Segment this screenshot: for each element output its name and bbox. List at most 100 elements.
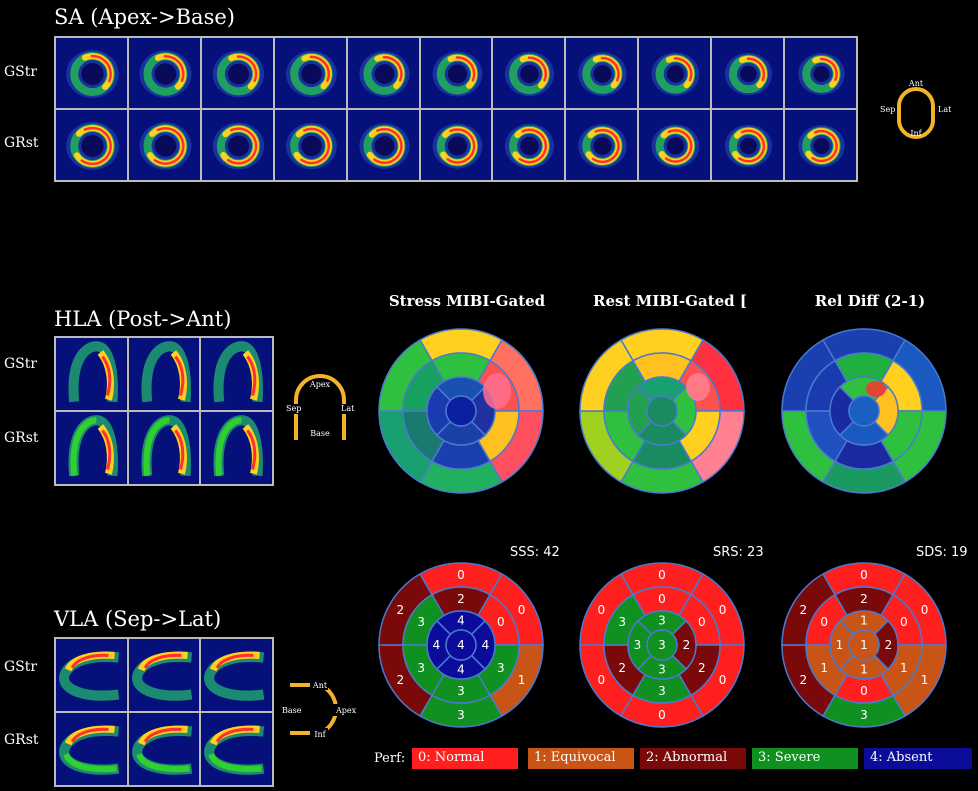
polar-map-reldiff	[781, 328, 947, 494]
polar-map-stress	[378, 328, 544, 494]
hla-orient-apex: Apex	[309, 380, 331, 389]
sa-slice-image	[711, 109, 785, 181]
hla-row-label-rest: GRst	[4, 430, 39, 446]
score-sds: SDS: 19	[916, 545, 968, 560]
score-srs: SRS: 23	[713, 545, 764, 560]
sa-orient-sep: Sep	[880, 105, 895, 114]
sa-orient-inf: Inf	[910, 129, 922, 138]
legend-abnormal: 2: Abnormal	[640, 748, 746, 769]
vla-orient-ant: Ant	[312, 681, 328, 690]
bullseye-score: 3	[497, 661, 505, 675]
legend-absent: 4: Absent	[864, 748, 972, 769]
bullseye-score: 1	[860, 663, 868, 677]
bullseye-score: 0	[598, 603, 606, 617]
bullseye-score: 4	[457, 663, 465, 677]
bullseye-score: 4	[457, 614, 465, 628]
bullseye-score: 3	[634, 638, 642, 652]
legend-severe: 3: Severe	[752, 748, 858, 769]
sa-orientation-diagram: Ant Sep Lat Inf	[880, 79, 952, 139]
bullseye-score: 1	[820, 661, 828, 675]
bullseye-score: 0	[698, 615, 706, 629]
bullseye-score: 0	[921, 603, 929, 617]
legend-equivocal: 1: Equivocal	[528, 748, 634, 769]
sa-slice-image	[346, 37, 420, 109]
hla-orientation-diagram: Apex Sep Lat Base	[286, 374, 355, 440]
bullseye-score: 0	[658, 592, 666, 606]
bullseye-score: 1	[836, 638, 844, 652]
bullseye-score: 4	[433, 638, 441, 652]
bullseye-score: 0	[719, 673, 727, 687]
hla-slice-image	[127, 411, 201, 485]
bullseye-score: 1	[518, 673, 526, 687]
bullseye-score: 0	[457, 568, 465, 582]
sa-slice-image	[273, 37, 347, 109]
vla-row-label-rest: GRst	[4, 732, 39, 748]
vla-orient-apex: Apex	[335, 706, 357, 715]
hla-slice-image	[55, 411, 128, 485]
vla-slice-image	[55, 712, 128, 786]
sa-slice-image	[565, 109, 639, 181]
polar-title-rest: Rest MIBI-Gated [	[593, 292, 747, 310]
bullseye-score: 0	[518, 603, 526, 617]
sa-slice-image	[273, 109, 347, 181]
bullseye-score: 0	[658, 708, 666, 722]
sa-row-label-rest: GRst	[4, 135, 39, 151]
sa-slice-image	[55, 37, 128, 109]
bullseye-apex-segment	[445, 629, 477, 661]
hla-slice-image	[55, 337, 128, 411]
sa-slice-image	[492, 109, 566, 181]
vla-image-grid	[54, 637, 274, 787]
bullseye-score: 2	[800, 603, 808, 617]
vla-slice-image	[127, 712, 201, 786]
bullseye-score: 3	[658, 638, 666, 652]
sa-slice-image	[419, 37, 493, 109]
bullseye-score: 3	[417, 661, 425, 675]
bullseye-score: 2	[698, 661, 706, 675]
vla-slice-image	[200, 638, 273, 712]
vla-orient-base: Base	[282, 706, 302, 715]
sa-slice-image	[200, 109, 274, 181]
bullseye-score: 0	[900, 615, 908, 629]
vla-orient-inf: Inf	[314, 730, 326, 739]
sa-row-label-stress: GStr	[4, 64, 38, 80]
bullseye-score: 0	[860, 684, 868, 698]
sa-orient-ant: Ant	[908, 79, 924, 88]
bullseye-score: 2	[457, 592, 465, 606]
bullseye-score: 0	[860, 568, 868, 582]
bullseye-score: 4	[457, 638, 465, 652]
bullseye-score: 1	[921, 673, 929, 687]
sa-slice-image	[565, 37, 639, 109]
bullseye-score: 2	[800, 673, 808, 687]
hla-orient-lat: Lat	[341, 404, 355, 413]
vla-slice-image	[55, 638, 128, 712]
sa-slice-image	[200, 37, 274, 109]
bullseye-score: 0	[497, 615, 505, 629]
sa-title: SA (Apex->Base)	[54, 5, 235, 29]
hla-row-label-stress: GStr	[4, 356, 38, 372]
vla-slice-image	[127, 638, 201, 712]
sa-slice-image	[55, 109, 128, 181]
sa-slice-image	[638, 37, 712, 109]
score-sss: SSS: 42	[510, 545, 560, 560]
vla-row-label-stress: GStr	[4, 659, 38, 675]
sa-slice-image	[638, 109, 712, 181]
sa-orient-lat: Lat	[938, 105, 952, 114]
bullseye-score: 3	[417, 615, 425, 629]
bullseye-score: 3	[658, 684, 666, 698]
polar-title-stress: Stress MIBI-Gated	[388, 292, 546, 310]
hla-image-grid	[54, 336, 274, 486]
hla-slice-image	[127, 337, 201, 411]
bullseye-score: 2	[885, 638, 893, 652]
bullseye-score: 3	[618, 615, 626, 629]
hla-slice-image	[200, 337, 273, 411]
bullseye-score: 2	[618, 661, 626, 675]
bullseye-score: 4	[482, 638, 490, 652]
bullseye-score: 1	[860, 638, 868, 652]
sa-slice-image	[419, 109, 493, 181]
hla-title: HLA (Post->Ant)	[54, 307, 232, 331]
sa-slice-image	[127, 37, 201, 109]
sa-slice-image	[127, 109, 201, 181]
legend-perf-label: Perf:	[374, 751, 406, 766]
